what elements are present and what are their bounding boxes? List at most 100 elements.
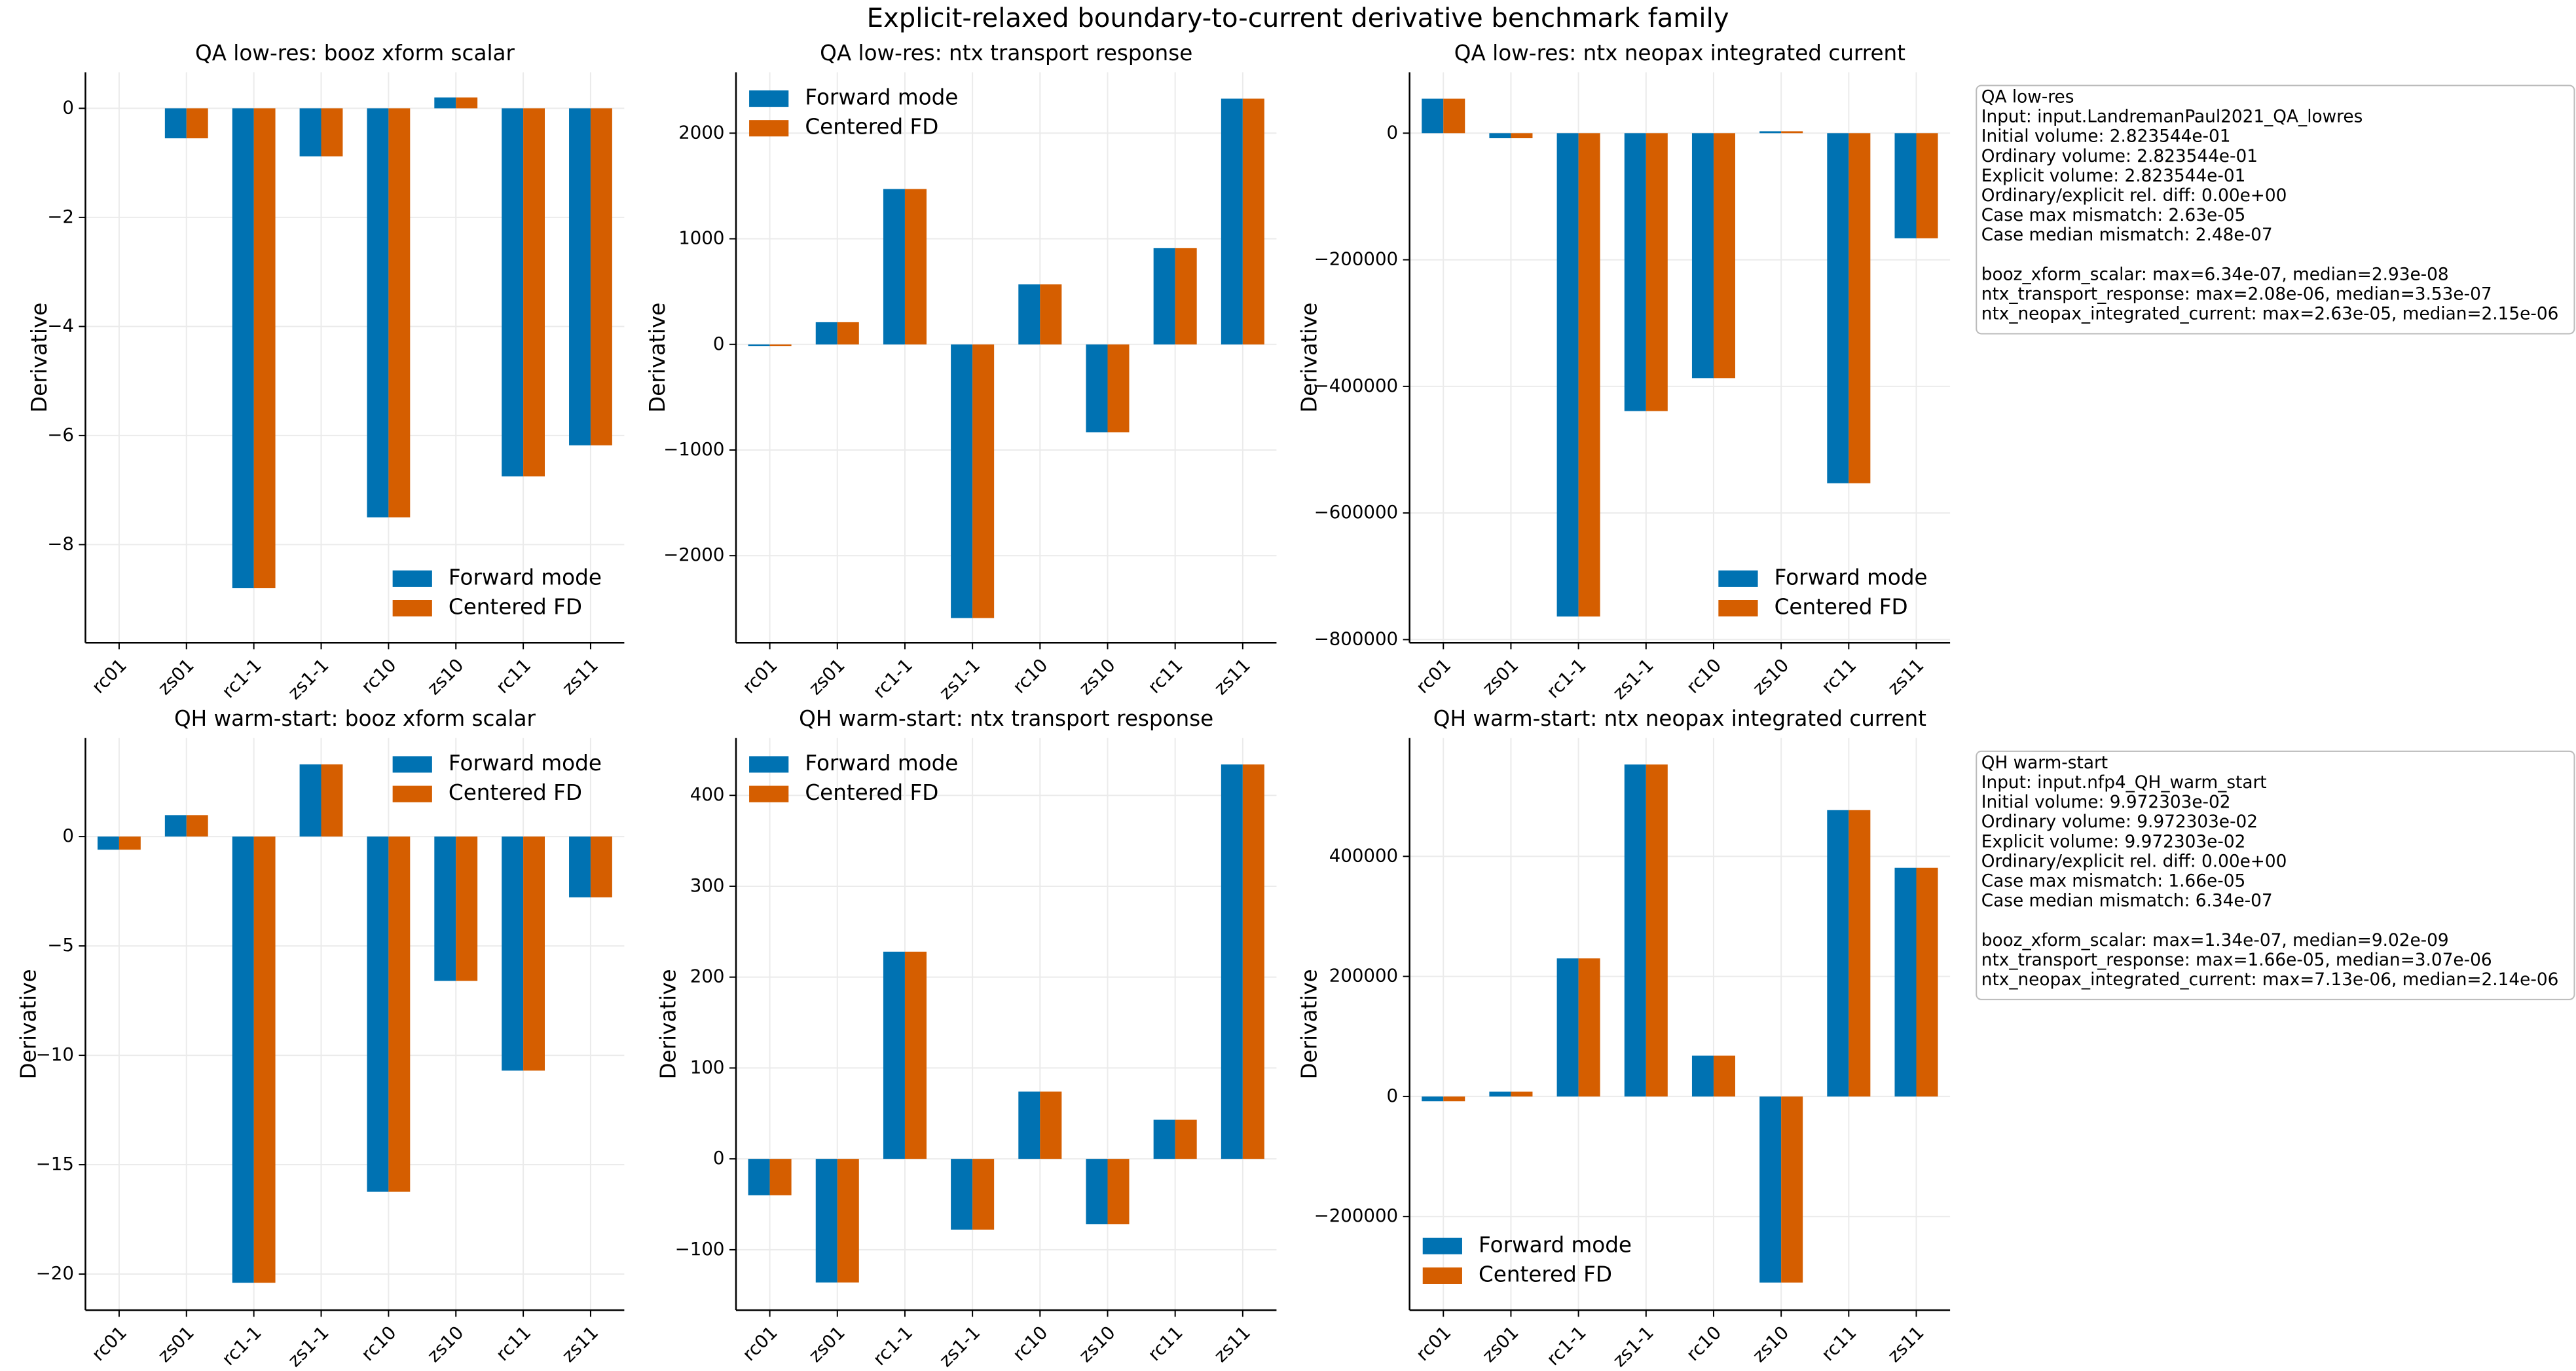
- y-tick-label: −8: [47, 533, 74, 554]
- bar: [502, 108, 524, 477]
- bar: [1221, 764, 1243, 1159]
- bar: [1153, 1119, 1175, 1159]
- bar: [232, 836, 254, 1283]
- annotation-line: Case max mismatch: 1.66e-05: [1981, 872, 2245, 892]
- y-tick-label: 2000: [678, 121, 724, 143]
- y-tick-label: −200000: [1314, 248, 1398, 270]
- x-tick-label: rc11: [492, 654, 535, 698]
- x-tick-label: rc11: [1143, 654, 1187, 698]
- annotation-line: booz_xform_scalar: max=1.34e-07, median=…: [1981, 931, 2449, 950]
- x-tick-label: rc01: [1412, 654, 1455, 698]
- y-tick-label: 300: [690, 874, 725, 896]
- x-tick-label: rc1-1: [869, 654, 917, 703]
- bar: [1691, 133, 1714, 379]
- legend-label: Centered FD: [449, 780, 582, 805]
- x-tick-label: zs01: [804, 1322, 849, 1367]
- annotation-line: Case max mismatch: 2.63e-05: [1981, 206, 2245, 225]
- y-tick-label: 0: [62, 96, 74, 118]
- legend-label: Forward mode: [1479, 1232, 1632, 1257]
- x-tick-label: zs1-1: [935, 654, 985, 704]
- legend-label: Forward mode: [449, 751, 602, 776]
- bar: [1578, 133, 1600, 617]
- y-tick-label: 0: [713, 1147, 725, 1169]
- x-tick-label: rc11: [492, 1322, 535, 1365]
- y-axis-label: Derivative: [16, 969, 41, 1079]
- x-tick-label: rc10: [1008, 654, 1052, 698]
- annotation-line: Ordinary/explicit rel. diff: 0.00e+00: [1981, 186, 2287, 206]
- y-tick-label: −600000: [1314, 501, 1398, 523]
- bar: [253, 108, 276, 588]
- y-axis-label: Derivative: [645, 303, 670, 413]
- bar: [502, 836, 524, 1071]
- bar: [321, 108, 343, 157]
- y-tick-label: −6: [47, 424, 74, 445]
- legend-label: Forward mode: [805, 751, 958, 776]
- bar: [569, 108, 591, 445]
- bar: [1713, 1055, 1735, 1097]
- y-tick-label: 0: [1387, 1085, 1399, 1106]
- legend-swatch: [1718, 600, 1758, 617]
- x-tick-label: zs11: [1883, 654, 1928, 700]
- x-tick-label: rc10: [1682, 1322, 1725, 1365]
- bar: [748, 344, 770, 347]
- legend-label: Centered FD: [1775, 595, 1908, 620]
- bar: [1443, 1096, 1465, 1102]
- bar: [569, 836, 591, 897]
- legend-swatch: [392, 600, 432, 617]
- bar: [367, 836, 389, 1192]
- bar: [1018, 284, 1040, 345]
- x-tick-label: rc1-1: [1542, 1322, 1591, 1370]
- y-axis-label: Derivative: [1297, 303, 1322, 413]
- bar: [1242, 98, 1264, 345]
- annotation-line: Explicit volume: 2.823544e-01: [1981, 166, 2246, 186]
- x-tick-label: rc1-1: [217, 654, 266, 703]
- x-tick-label: zs1-1: [1608, 654, 1658, 704]
- bar: [1578, 958, 1600, 1097]
- bar: [837, 1159, 859, 1283]
- y-tick-label: −100: [675, 1238, 725, 1260]
- bar: [1086, 1159, 1108, 1225]
- x-tick-label: zs01: [1478, 1322, 1523, 1367]
- figure-title: Explicit-relaxed boundary-to-current der…: [867, 3, 1729, 33]
- x-tick-label: zs10: [423, 654, 468, 700]
- x-tick-label: zs11: [1209, 654, 1255, 700]
- chart-title: QH warm-start: booz xform scalar: [174, 706, 536, 731]
- x-tick-label: zs1-1: [1608, 1322, 1658, 1371]
- x-tick-label: rc01: [738, 654, 781, 698]
- annotation-line: Input: input.nfp4_QH_warm_start: [1981, 773, 2267, 793]
- legend-label: Forward mode: [805, 85, 958, 110]
- bar: [186, 108, 208, 139]
- bar: [904, 189, 927, 345]
- annotation-line: Case median mismatch: 6.34e-07: [1981, 892, 2273, 911]
- bar: [1153, 248, 1175, 345]
- legend-swatch: [1422, 1237, 1462, 1254]
- legend-label: Centered FD: [449, 595, 582, 620]
- x-tick-label: zs10: [1748, 1322, 1794, 1367]
- x-tick-label: rc10: [1008, 1322, 1052, 1365]
- bar: [1781, 1096, 1803, 1283]
- annotation-line: ntx_neopax_integrated_current: max=2.63e…: [1981, 305, 2559, 324]
- bar: [523, 108, 545, 477]
- bar: [1556, 133, 1579, 617]
- bar: [299, 108, 322, 157]
- annotation-line: Initial volume: 9.972303e-02: [1981, 793, 2231, 812]
- bar: [1018, 1091, 1040, 1159]
- x-tick-label: rc1-1: [1542, 654, 1591, 703]
- bar: [1759, 131, 1782, 134]
- bar: [186, 815, 208, 837]
- chart-title: QH warm-start: ntx transport response: [799, 706, 1213, 731]
- x-tick-label: zs1-1: [284, 1322, 333, 1371]
- bar: [456, 97, 478, 109]
- y-tick-label: 200000: [1329, 965, 1398, 986]
- bar: [1422, 98, 1444, 134]
- x-tick-label: zs01: [153, 1322, 198, 1367]
- bar: [119, 836, 141, 850]
- x-tick-label: zs11: [1883, 1322, 1928, 1367]
- bar: [1175, 1119, 1197, 1159]
- legend-label: Forward mode: [1775, 565, 1928, 590]
- x-tick-label: rc10: [1682, 654, 1725, 698]
- y-tick-label: −200000: [1314, 1205, 1398, 1226]
- x-tick-label: zs10: [1748, 654, 1794, 700]
